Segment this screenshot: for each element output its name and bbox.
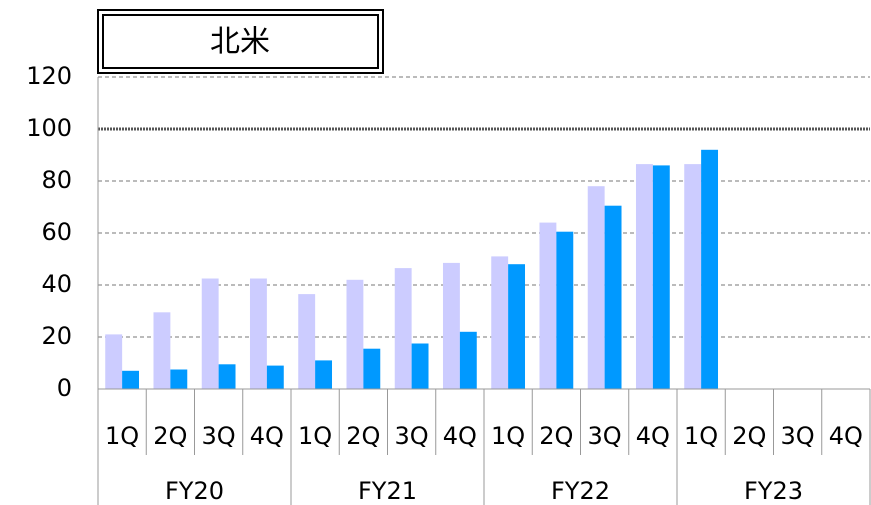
bar — [122, 370, 140, 389]
bar — [346, 279, 364, 389]
x-tick-label: 1Q — [298, 422, 332, 450]
bar — [587, 186, 605, 389]
title-box-inner — [102, 14, 379, 69]
x-tick-label: 3Q — [781, 422, 815, 450]
x-tick-label: 4Q — [443, 422, 477, 450]
x-tick-label: 1Q — [684, 422, 718, 450]
bar — [315, 360, 333, 389]
y-tick-label: 120 — [26, 62, 72, 90]
bar — [105, 334, 123, 389]
group-label: FY22 — [551, 477, 610, 505]
bar — [508, 264, 526, 389]
y-tick-label: 60 — [41, 218, 72, 246]
x-tick-label: 3Q — [588, 422, 622, 450]
bar — [459, 331, 477, 389]
bar — [604, 205, 622, 389]
bar — [442, 262, 460, 389]
x-tick-label: 3Q — [395, 422, 429, 450]
bar — [556, 231, 574, 389]
x-tick-label: 4Q — [829, 422, 863, 450]
group-label: FY21 — [358, 477, 417, 505]
y-tick-label: 0 — [57, 374, 72, 402]
bar — [411, 343, 429, 389]
x-tick-label: 2Q — [346, 422, 380, 450]
x-tick-label: 2Q — [732, 422, 766, 450]
bar — [153, 312, 171, 389]
x-tick-label: 3Q — [202, 422, 236, 450]
group-label: FY20 — [165, 477, 224, 505]
x-tick-label: 1Q — [105, 422, 139, 450]
bar — [298, 294, 316, 389]
bar — [170, 369, 188, 389]
bar — [249, 278, 267, 389]
y-tick-label: 80 — [41, 166, 72, 194]
bar — [684, 164, 702, 389]
y-tick-label: 20 — [41, 322, 72, 350]
chart-title: 北米 — [210, 25, 270, 60]
x-tick-label: 1Q — [491, 422, 525, 450]
bar — [701, 149, 719, 389]
bar — [491, 256, 509, 389]
group-label: FY23 — [744, 477, 803, 505]
x-tick-label: 4Q — [636, 422, 670, 450]
bar — [635, 164, 653, 389]
x-tick-label: 4Q — [250, 422, 284, 450]
bar — [363, 348, 381, 389]
bar — [218, 364, 236, 389]
bar — [266, 365, 284, 389]
x-tick-label: 2Q — [539, 422, 573, 450]
x-tick-label: 2Q — [153, 422, 187, 450]
bar — [394, 268, 412, 389]
title-box-outer — [97, 9, 384, 74]
bar — [539, 222, 557, 389]
bar — [652, 165, 670, 389]
bar — [201, 278, 219, 389]
y-tick-label: 40 — [41, 270, 72, 298]
y-tick-label: 100 — [26, 114, 72, 142]
